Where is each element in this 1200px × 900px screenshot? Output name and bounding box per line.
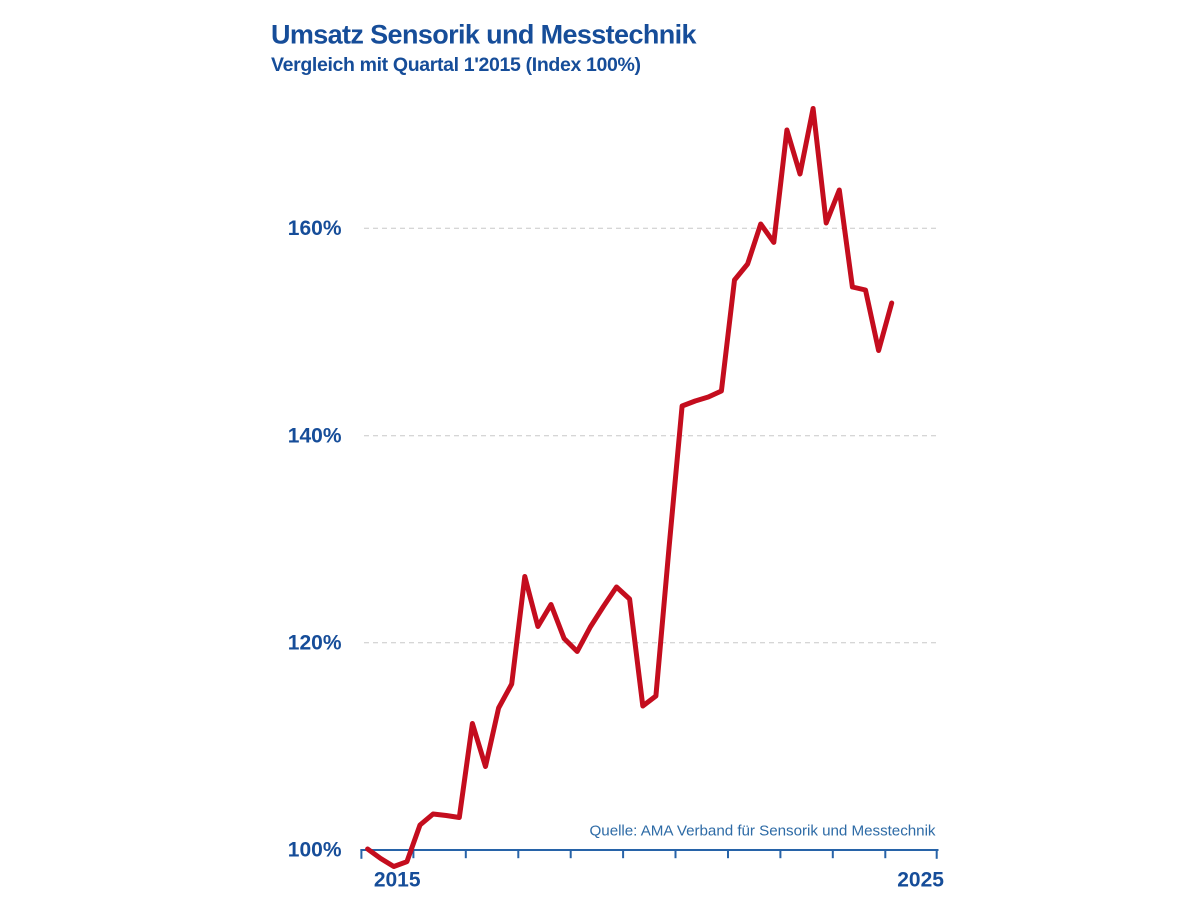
svg-text:160%: 160%	[288, 217, 342, 240]
svg-text:Vergleich mit Quartal 1'2015 (: Vergleich mit Quartal 1'2015 (Index 100%…	[271, 54, 641, 76]
svg-text:Quelle: AMA Verband für Sensor: Quelle: AMA Verband für Sensorik und Mes…	[590, 823, 936, 840]
svg-text:120%: 120%	[288, 632, 342, 655]
svg-text:2015: 2015	[374, 869, 421, 892]
svg-text:140%: 140%	[288, 425, 342, 448]
svg-text:2025: 2025	[897, 869, 944, 892]
svg-text:100%: 100%	[288, 839, 342, 862]
svg-text:Umsatz Sensorik und Messtechni: Umsatz Sensorik und Messtechnik	[271, 20, 697, 50]
